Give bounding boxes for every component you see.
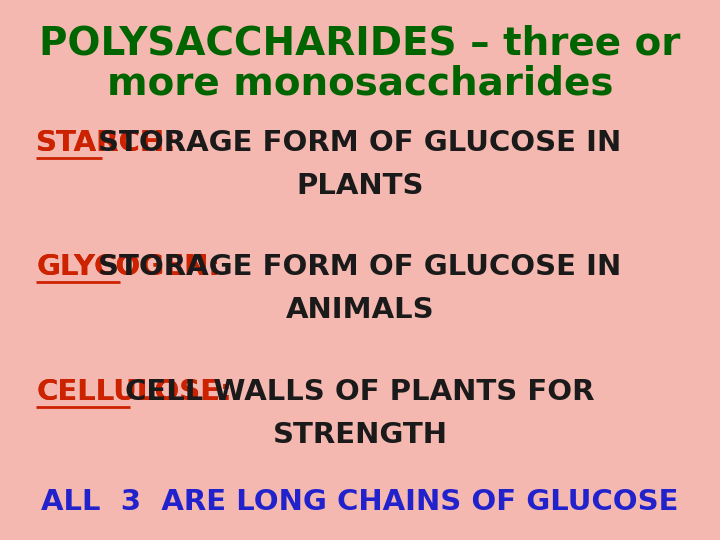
- Text: STORAGE FORM OF GLUCOSE IN: STORAGE FORM OF GLUCOSE IN: [99, 253, 621, 281]
- Text: ALL  3  ARE LONG CHAINS OF GLUCOSE: ALL 3 ARE LONG CHAINS OF GLUCOSE: [41, 488, 679, 516]
- Text: POLYSACCHARIDES – three or: POLYSACCHARIDES – three or: [40, 24, 680, 62]
- Text: CELLULOSE:: CELLULOSE:: [36, 377, 232, 406]
- Text: CELLULOSE:: CELLULOSE:: [36, 377, 232, 406]
- Text: STARCH:: STARCH:: [36, 129, 176, 157]
- Text: STARCH:: STARCH:: [36, 129, 176, 157]
- Text: CELL WALLS OF PLANTS FOR: CELL WALLS OF PLANTS FOR: [125, 377, 595, 406]
- Text: STORAGE FORM OF GLUCOSE IN: STORAGE FORM OF GLUCOSE IN: [99, 129, 621, 157]
- Text: GLYCOGEN:: GLYCOGEN:: [36, 253, 220, 281]
- Text: STRENGTH: STRENGTH: [272, 421, 448, 449]
- Text: more monosaccharides: more monosaccharides: [107, 65, 613, 103]
- Text: GLYCOGEN:: GLYCOGEN:: [36, 253, 220, 281]
- Text: PLANTS: PLANTS: [296, 172, 424, 200]
- Text: ANIMALS: ANIMALS: [286, 296, 434, 325]
